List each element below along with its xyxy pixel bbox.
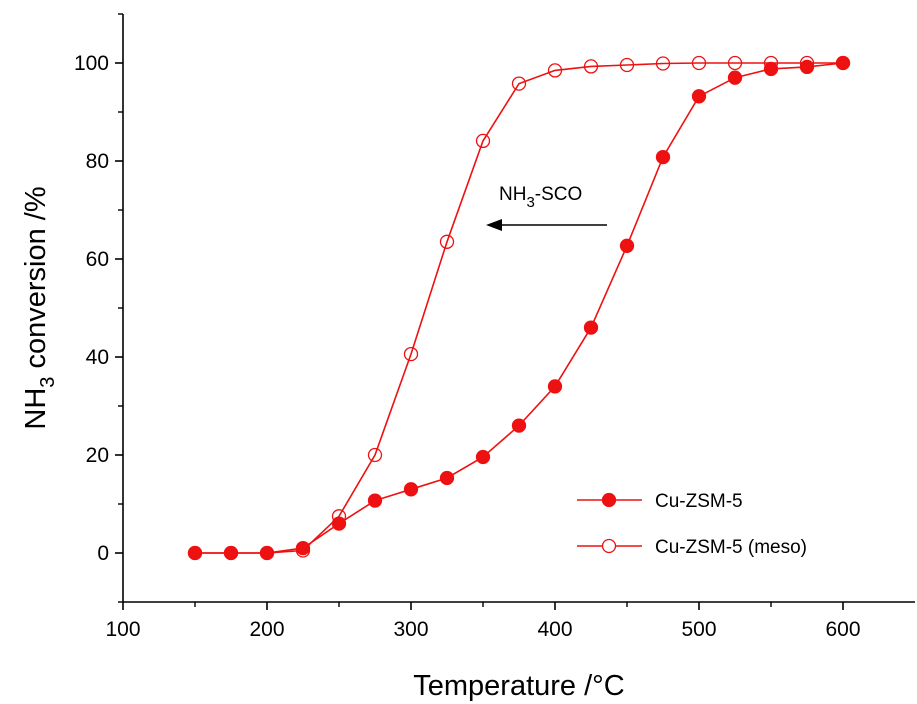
y-tick-label: 20 [86, 444, 109, 467]
legend-marker-cu-zsm-5 [601, 492, 617, 508]
y-tick-label: 80 [86, 150, 109, 173]
data-point-meso [799, 55, 815, 71]
annotation-arrow-head [486, 219, 502, 231]
x-tick-label: 200 [249, 618, 284, 641]
x-tick-label: 500 [681, 618, 716, 641]
data-point-meso [835, 55, 851, 71]
data-point-meso [403, 346, 419, 362]
y-tick-label: 40 [86, 346, 109, 369]
data-point-meso [295, 543, 311, 558]
annotation: NH3-SCO [486, 184, 607, 231]
x-tick-label: 300 [393, 618, 428, 641]
data-point-meso [187, 545, 203, 561]
data-point-cu-zsm-5 [511, 418, 527, 433]
y-axis-title-base: NH [20, 388, 52, 430]
data-point-meso [655, 56, 671, 71]
data-point-meso [439, 234, 455, 249]
legend-label-cu-zsm-5: Cu-ZSM-5 [655, 491, 743, 512]
data-point-meso [547, 63, 563, 78]
data-point-meso [511, 76, 527, 91]
series-line-0 [195, 62, 844, 554]
y-tick-label: 100 [74, 52, 109, 75]
data-point-meso [619, 57, 635, 73]
data-point-cu-zsm-5 [655, 149, 671, 165]
data-point-cu-zsm-5 [367, 493, 383, 508]
x-ticks: 100 200 300 400 500 600 [105, 602, 861, 641]
data-point-meso [727, 55, 743, 71]
legend-label-cu-zsm-5-meso: Cu-ZSM-5 (meso) [655, 537, 807, 558]
data-point-cu-zsm-5 [475, 449, 491, 465]
y-ticks: 0 20 40 60 80 100 [74, 13, 123, 603]
annotation-label-rest: -SCO [535, 184, 583, 205]
legend: Cu-ZSM-5 Cu-ZSM-5 (meso) [577, 491, 807, 558]
x-tick-label: 600 [825, 618, 860, 641]
annotation-label-base: NH [499, 184, 526, 205]
x-tick-label: 100 [105, 618, 140, 641]
data-point-meso [331, 509, 347, 524]
data-point-cu-zsm-5 [331, 516, 347, 531]
series-layer [187, 55, 851, 561]
series-line-1 [195, 62, 843, 554]
data-point-cu-zsm-5 [547, 379, 563, 394]
y-axis-title-sub: 3 [37, 377, 59, 388]
data-point-meso [223, 545, 239, 561]
y-tick-label: 0 [97, 542, 109, 565]
data-point-meso [475, 133, 491, 149]
data-point-cu-zsm-5 [439, 470, 455, 486]
y-tick-label: 60 [86, 248, 109, 271]
data-point-cu-zsm-5 [403, 482, 419, 497]
data-point-meso [583, 59, 599, 74]
x-axis-title: Temperature /°C [413, 670, 624, 702]
data-point-cu-zsm-5 [619, 238, 635, 253]
annotation-label: NH3-SCO [499, 184, 582, 211]
data-point-meso [691, 55, 707, 71]
legend-marker-cu-zsm-5-meso [601, 538, 617, 554]
data-point-cu-zsm-5 [799, 59, 815, 75]
data-point-meso [763, 55, 779, 71]
data-point-cu-zsm-5 [583, 320, 599, 335]
data-point-cu-zsm-5 [727, 70, 743, 85]
y-axis-title-rest: conversion /% [20, 186, 52, 376]
data-point-meso [259, 545, 275, 561]
annotation-label-sub: 3 [526, 194, 534, 211]
data-point-cu-zsm-5 [691, 89, 707, 104]
y-axis-title: NH3 conversion /% [20, 186, 59, 429]
data-point-meso [367, 447, 383, 463]
x-tick-label: 400 [537, 618, 572, 641]
